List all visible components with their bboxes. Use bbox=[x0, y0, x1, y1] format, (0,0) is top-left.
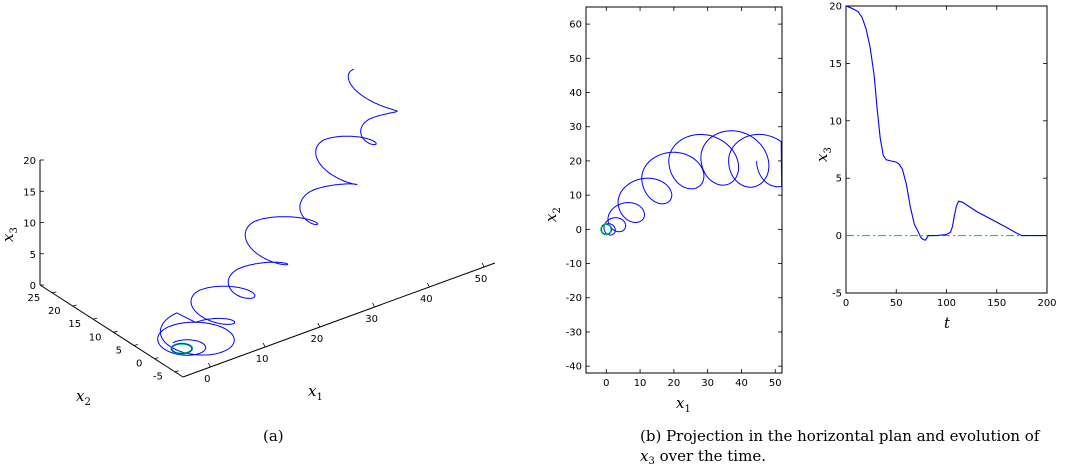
caption-b-line2: over the time. bbox=[654, 447, 766, 465]
x1-tick bbox=[426, 282, 430, 288]
x-tick-label: 0 bbox=[603, 378, 609, 389]
projection-line bbox=[600, 130, 783, 236]
x-tick-label: 10 bbox=[634, 378, 647, 389]
y-tick-label: 20 bbox=[569, 156, 582, 167]
x2-tick-label: 15 bbox=[68, 319, 81, 330]
panel-b-left-y-label: x2 bbox=[542, 207, 563, 222]
y-tick-label: 10 bbox=[829, 116, 842, 127]
x3-tick-label: 10 bbox=[23, 219, 36, 230]
y-tick-label: -30 bbox=[566, 327, 582, 338]
x2-tick bbox=[154, 357, 159, 359]
x-tick-label: 30 bbox=[701, 378, 714, 389]
y-tick-label: 60 bbox=[569, 20, 582, 31]
panel-a-x1-label: x1 bbox=[308, 382, 323, 403]
y-tick-label: -40 bbox=[566, 362, 582, 373]
panel-b-left-ticks: 0 10 20 30 40 50 -40 -30 -20 -10 0 10 20 30 40 50 60 bbox=[566, 7, 782, 389]
panel-b-right-frame bbox=[845, 5, 1048, 294]
panel-b-right-x-label: t bbox=[944, 314, 951, 332]
y-tick-label: 0 bbox=[836, 231, 842, 242]
caption-b: (b) Projection in the horizontal plan an… bbox=[640, 426, 1065, 472]
x3-tick-label: 0 bbox=[30, 281, 36, 292]
x1-tick bbox=[372, 302, 375, 308]
x-tick-label: 40 bbox=[735, 378, 748, 389]
x-tick-label: 50 bbox=[890, 298, 903, 309]
projection-limit-cycle-blue bbox=[600, 223, 612, 235]
y-tick-label: -20 bbox=[566, 293, 582, 304]
y-tick-label: 0 bbox=[576, 225, 582, 236]
x2-tick bbox=[133, 344, 139, 346]
x2-tick-label: 20 bbox=[48, 306, 61, 317]
x-tick-label: 20 bbox=[667, 378, 680, 389]
x-tick-label: 150 bbox=[987, 298, 1006, 309]
panel-a-x3-label: x3 bbox=[0, 227, 20, 242]
caption-a: (a) bbox=[263, 427, 284, 445]
x1-tick bbox=[481, 262, 485, 268]
x-tick-label: 100 bbox=[937, 298, 956, 309]
x2-tick-label: -5 bbox=[153, 372, 163, 383]
panel-b-right-y-label: x3 bbox=[813, 147, 834, 162]
caption-b-line1: (b) Projection in the horizontal plan an… bbox=[640, 427, 1040, 445]
y-tick-label: 40 bbox=[569, 88, 582, 99]
y-tick-label: 10 bbox=[569, 191, 582, 202]
panel-b-left-x-label: x1 bbox=[676, 394, 691, 415]
panel-b-left-frame bbox=[585, 6, 783, 374]
x2-tick-label: 10 bbox=[89, 332, 102, 343]
x2-tick-label: 25 bbox=[28, 293, 41, 304]
caption-b-var: x bbox=[640, 447, 649, 465]
y-tick-label: -5 bbox=[832, 289, 842, 300]
x2-tick bbox=[113, 330, 118, 333]
x1-tick bbox=[262, 342, 266, 348]
x2-tick bbox=[93, 317, 98, 320]
axis-x2 bbox=[39, 284, 184, 378]
trajectory-3d-line bbox=[157, 68, 398, 356]
x2-tick bbox=[52, 291, 57, 294]
y-tick-label: 30 bbox=[569, 122, 582, 133]
x2-tick bbox=[72, 304, 77, 307]
y-tick-label: 15 bbox=[829, 59, 842, 70]
x-tick-label: 0 bbox=[843, 298, 849, 309]
y-tick-label: 5 bbox=[836, 174, 842, 185]
x2-tick-label: 5 bbox=[116, 345, 122, 356]
panel-b-left-trajectory bbox=[600, 130, 783, 236]
panel-b-right-series bbox=[845, 5, 1047, 241]
limit-cycle-blue bbox=[171, 343, 193, 354]
x1-tick-label: 50 bbox=[475, 274, 488, 285]
x1-tick-label: 0 bbox=[204, 374, 210, 385]
y-tick-label: -10 bbox=[566, 259, 582, 270]
x1-tick-label: 30 bbox=[365, 314, 378, 325]
y-tick-label: 50 bbox=[569, 54, 582, 65]
x-tick-label: 50 bbox=[769, 378, 782, 389]
x3-time-series bbox=[845, 5, 1047, 241]
x3-tick-label: 15 bbox=[23, 187, 36, 198]
x3-tick-label: 5 bbox=[30, 250, 36, 261]
x2-tick bbox=[174, 370, 179, 373]
x3-tick-label: 20 bbox=[23, 156, 36, 167]
x1-tick-label: 40 bbox=[420, 294, 433, 305]
x1-tick-label: 20 bbox=[310, 334, 323, 345]
caption-b-var-sub: 3 bbox=[648, 456, 655, 467]
x-tick-label: 200 bbox=[1037, 298, 1056, 309]
panel-a-axes bbox=[39, 160, 496, 378]
x1-tick bbox=[317, 322, 321, 328]
x2-tick-label: 0 bbox=[136, 359, 142, 370]
panel-a-trajectory bbox=[157, 68, 398, 356]
y-tick-label: 20 bbox=[829, 2, 842, 13]
x1-tick bbox=[208, 362, 211, 368]
x1-tick-label: 10 bbox=[256, 354, 269, 365]
axis-x1 bbox=[182, 262, 496, 378]
panel-a-x2-label: x2 bbox=[76, 387, 91, 408]
